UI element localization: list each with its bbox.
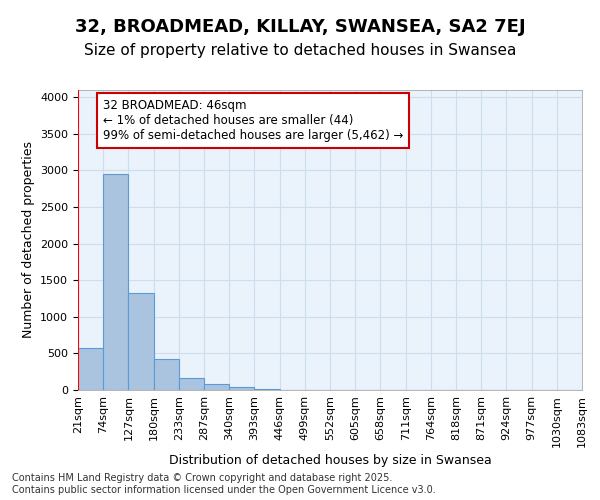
Bar (229, 387, 254, 390)
Bar (179, 378, 204, 390)
Text: 32, BROADMEAD, KILLAY, SWANSEA, SA2 7EJ: 32, BROADMEAD, KILLAY, SWANSEA, SA2 7EJ (74, 18, 526, 36)
X-axis label: Distribution of detached houses by size in Swansea: Distribution of detached houses by size … (169, 454, 491, 466)
Bar (128, 292, 154, 390)
Text: Size of property relative to detached houses in Swansea: Size of property relative to detached ho… (84, 42, 516, 58)
Bar (103, 174, 128, 390)
Text: 32 BROADMEAD: 46sqm
← 1% of detached houses are smaller (44)
99% of semi-detache: 32 BROADMEAD: 46sqm ← 1% of detached hou… (103, 99, 404, 142)
Text: Contains HM Land Registry data © Crown copyright and database right 2025.
Contai: Contains HM Land Registry data © Crown c… (12, 474, 436, 495)
Bar (204, 384, 229, 390)
Bar (78, 348, 103, 390)
Bar (154, 360, 179, 390)
Y-axis label: Number of detached properties: Number of detached properties (22, 142, 35, 338)
